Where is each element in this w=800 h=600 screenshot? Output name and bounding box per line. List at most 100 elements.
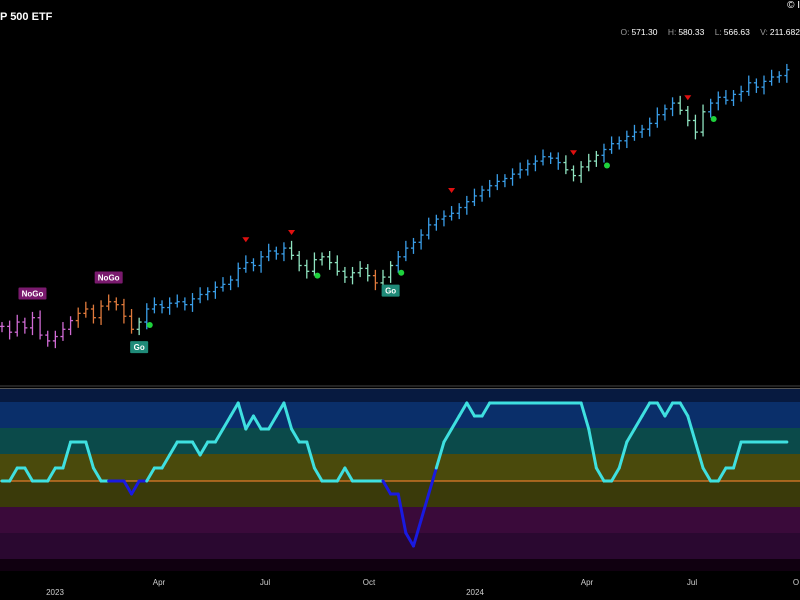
x-tick-apr-2023: Apr <box>152 578 166 587</box>
price-bar <box>37 310 43 340</box>
oscillator-chart[interactable] <box>0 388 800 571</box>
ohlc-high-label: H: <box>667 27 677 37</box>
price-bar <box>220 277 226 292</box>
osc-line-segment <box>343 466 355 483</box>
price-bar <box>418 229 424 250</box>
price-bar <box>22 317 28 334</box>
price-bar <box>159 300 165 314</box>
price-bar <box>654 107 660 128</box>
x-axis: Apr Jul Oct Apr Jul O 2023 2024 <box>0 572 800 600</box>
osc-line-segment <box>640 401 652 418</box>
osc-line-segment <box>91 466 103 483</box>
price-bar <box>494 174 500 191</box>
go-label: Go <box>130 341 149 354</box>
osc-line-segment <box>587 427 598 470</box>
price-bar <box>464 195 470 215</box>
osc-line-segment <box>191 440 202 457</box>
price-bar <box>753 78 759 93</box>
price-bar <box>174 294 180 308</box>
price-bar <box>776 71 782 83</box>
osc-line-segment <box>427 466 438 496</box>
price-bar <box>471 188 477 207</box>
price-bar <box>60 322 66 341</box>
price-bar <box>761 75 767 95</box>
price-bar <box>212 281 218 299</box>
price-bar <box>487 179 493 198</box>
price-bar <box>738 85 744 102</box>
osc-line-segment <box>312 466 324 483</box>
price-bar <box>631 124 637 141</box>
price-bar <box>708 98 714 118</box>
chart-title: P 500 ETF <box>0 11 53 23</box>
osc-line-segment <box>693 440 705 470</box>
price-bar <box>769 69 775 86</box>
price-bar <box>334 255 340 276</box>
price-panel[interactable]: NoGo NoGo Go Go <box>0 38 800 387</box>
price-bar <box>571 165 576 182</box>
osc-line-segment <box>122 479 134 496</box>
price-bar <box>228 275 234 291</box>
price-bar <box>403 240 409 262</box>
price-bar <box>327 251 333 270</box>
price-bar <box>281 242 287 262</box>
svg-text:NoGo: NoGo <box>98 274 120 283</box>
osc-line-segment <box>732 440 743 470</box>
x-tick-oct-2023: Oct <box>362 578 376 587</box>
osc-line-segment <box>8 466 19 483</box>
price-bar <box>449 206 455 221</box>
price-bar <box>731 90 737 106</box>
osc-line-segment <box>465 401 476 418</box>
osc-line-segment <box>663 401 675 418</box>
ohlc-open-label: O: <box>620 27 630 37</box>
ohlc-high-value: 580.33 <box>678 27 705 37</box>
osc-line-segment <box>335 466 347 483</box>
price-chart[interactable]: NoGo NoGo Go Go <box>0 38 800 387</box>
price-bar <box>670 97 676 117</box>
svg-text:Go: Go <box>134 343 145 352</box>
price-bar <box>746 75 752 96</box>
nogo-label: NoGo <box>18 287 47 300</box>
price-bar <box>510 168 516 186</box>
price-bar <box>677 95 683 115</box>
osc-line-segment <box>274 401 286 418</box>
price-bar <box>365 264 371 282</box>
price-bar <box>395 251 401 273</box>
price-bar <box>350 266 356 285</box>
osc-line-segment <box>168 440 179 457</box>
osc-line-segment <box>594 466 606 483</box>
price-bar <box>273 246 279 260</box>
price-bar <box>342 266 348 283</box>
x-tick-year-2023: 2023 <box>46 588 64 597</box>
price-bar <box>90 304 96 324</box>
price-bar <box>52 330 58 349</box>
price-bar <box>357 261 363 278</box>
price-bar <box>258 251 264 273</box>
price-bar <box>692 114 698 140</box>
osc-band-deepblue <box>0 402 800 428</box>
osc-line-segment <box>84 440 95 470</box>
oscillator-panel[interactable] <box>0 388 800 571</box>
price-bar <box>700 104 706 137</box>
osc-line-segment <box>625 427 636 444</box>
price-bar <box>182 297 188 311</box>
osc-band-olive <box>0 454 800 481</box>
up-signal-dot <box>146 321 153 328</box>
up-signal-dot <box>314 272 321 279</box>
osc-line-segment <box>686 414 697 444</box>
price-bar <box>578 161 584 183</box>
price-bar <box>441 210 447 227</box>
price-bar <box>525 159 531 176</box>
down-signal-marker <box>448 188 456 193</box>
price-bar <box>319 252 325 266</box>
copyright-text: © I <box>787 0 800 11</box>
down-signal-marker <box>570 150 577 156</box>
osc-line-segment <box>251 414 263 431</box>
osc-band-top <box>0 388 800 402</box>
osc-line-segment <box>23 466 34 483</box>
price-bar <box>235 262 241 288</box>
price-bar <box>68 316 74 336</box>
down-signal-marker <box>242 237 250 243</box>
osc-line-segment <box>46 466 57 483</box>
price-bar <box>136 317 142 336</box>
price-bar <box>388 261 394 283</box>
